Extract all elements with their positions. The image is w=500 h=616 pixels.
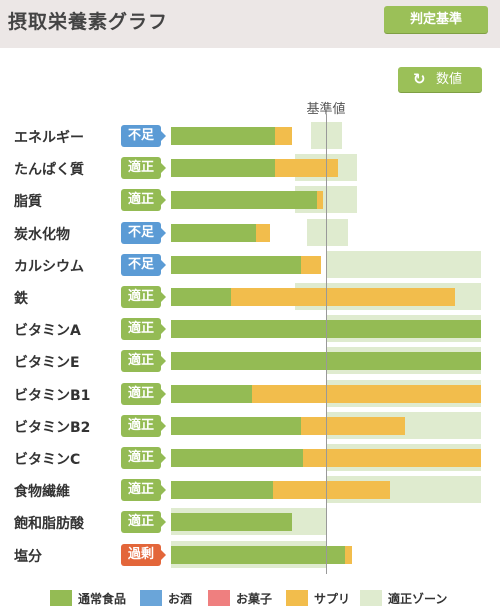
- nutrient-row: 鉄 適正: [0, 280, 500, 312]
- bar-supplement: [301, 255, 322, 274]
- status-badge: 適正: [121, 479, 166, 502]
- bar-normal-food: [171, 481, 274, 500]
- refresh-icon: ↻: [413, 70, 426, 88]
- legend-label: 適正ゾーン: [388, 592, 448, 606]
- nutrient-row: エネルギー 不足: [0, 119, 500, 151]
- bar-supplement: [274, 127, 292, 145]
- nutrient-label: 脂質: [14, 194, 42, 211]
- bar-supplement: [251, 384, 481, 403]
- legend-swatch: [286, 590, 308, 606]
- status-badge: 不足: [121, 125, 166, 147]
- bar-normal-food: [171, 288, 232, 306]
- nutrient-label: 鉄: [14, 291, 28, 307]
- status-badge: 適正: [121, 382, 166, 405]
- bar-supplement: [256, 223, 271, 242]
- bar-normal-food: [171, 127, 275, 145]
- bar-supplement: [273, 481, 390, 500]
- nutrient-label: カルシウム: [14, 258, 84, 275]
- status-badge: 適正: [121, 189, 166, 212]
- legend-swatch: [360, 590, 382, 606]
- nutrient-row: カルシウム 不足: [0, 248, 500, 280]
- nutrient-row: 食物繊維 適正: [0, 473, 500, 505]
- nutrient-row: ビタミンC 適正: [0, 441, 500, 473]
- nutrient-row: たんぱく質 適正: [0, 151, 500, 183]
- bar-supplement: [231, 288, 455, 306]
- legend-label: 通常食品: [78, 592, 127, 606]
- legend: 通常食品 お酒 お菓子 サプリ 適正ゾーン: [0, 586, 500, 610]
- nutrient-row: 飽和脂肪酸 適正: [0, 505, 500, 537]
- nutrient-label: 食物繊維: [14, 484, 70, 501]
- bar-supplement: [301, 416, 406, 435]
- bar-supplement: [274, 159, 339, 178]
- status-badge: 適正: [121, 414, 166, 437]
- legend-label: お酒: [168, 592, 193, 606]
- nutrient-label: ビタミンB1: [14, 387, 91, 404]
- nutrient-label: たんぱく質: [14, 162, 84, 179]
- nutrient-label: 塩分: [14, 548, 42, 565]
- nutrient-label: 炭水化物: [14, 226, 70, 243]
- values-button[interactable]: ↻ 数値: [398, 67, 482, 92]
- nutrient-row: ビタミンB1 適正: [0, 377, 500, 409]
- nutrient-row: ビタミンE 適正: [0, 344, 500, 376]
- nutrient-row: ビタミンA 適正: [0, 312, 500, 344]
- bar-normal-food: [171, 513, 292, 532]
- status-badge: 適正: [121, 447, 166, 469]
- header-bar: 摂取栄養素グラフ 判定基準: [0, 0, 500, 48]
- page-title: 摂取栄養素グラフ: [8, 11, 169, 33]
- bar-normal-food: [171, 416, 302, 435]
- bar-normal-food: [171, 545, 345, 564]
- nutrient-label: ビタミンB2: [14, 419, 91, 436]
- bar-normal-food: [171, 255, 302, 274]
- criteria-button[interactable]: 判定基準: [384, 6, 488, 33]
- nutrient-label: ビタミンA: [14, 323, 81, 340]
- nutrient-label: ビタミンC: [14, 452, 81, 468]
- optimal-zone: [326, 250, 481, 278]
- nutrient-label: エネルギー: [14, 130, 84, 146]
- bar-normal-food: [171, 159, 275, 178]
- legend-swatch: [140, 590, 162, 606]
- legend-swatch: [50, 590, 72, 606]
- status-badge: 適正: [121, 157, 166, 180]
- nutrient-row: 脂質 適正: [0, 183, 500, 215]
- baseline-line: [326, 114, 327, 574]
- status-badge: 適正: [121, 350, 166, 373]
- status-badge: 適正: [121, 511, 166, 534]
- bar-normal-food: [171, 191, 317, 210]
- values-button-label: 数値: [436, 72, 463, 87]
- nutrient-label: ビタミンE: [14, 355, 80, 372]
- nutrient-row: 炭水化物 不足: [0, 216, 500, 248]
- status-badge: 不足: [121, 221, 166, 244]
- status-badge: 不足: [121, 253, 166, 276]
- bar-supplement: [302, 449, 481, 467]
- bar-supplement: [344, 545, 353, 564]
- bar-normal-food: [171, 449, 303, 467]
- bar-normal-food: [171, 223, 257, 242]
- status-badge: 過剰: [121, 543, 166, 566]
- bar-normal-food: [171, 384, 252, 403]
- status-badge: 適正: [121, 318, 166, 341]
- bar-supplement: [316, 191, 323, 210]
- legend-label: お菓子: [236, 592, 273, 606]
- nutrient-row: ビタミンB2 適正: [0, 409, 500, 441]
- status-badge: 適正: [121, 286, 166, 308]
- optimal-zone: [307, 218, 348, 246]
- legend-label: サプリ: [314, 592, 351, 606]
- baseline-label: 基準値: [306, 102, 346, 117]
- nutrient-row: 塩分 過剰: [0, 538, 500, 570]
- nutrient-label: 飽和脂肪酸: [14, 516, 84, 533]
- legend-swatch: [208, 590, 230, 606]
